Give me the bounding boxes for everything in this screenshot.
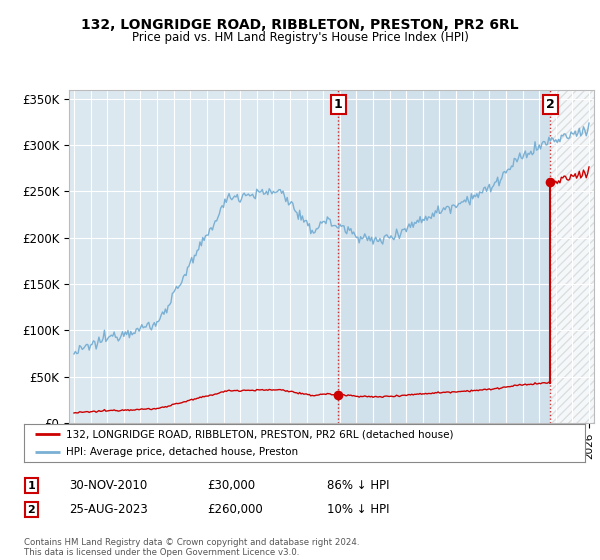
Text: 25-AUG-2023: 25-AUG-2023 xyxy=(69,503,148,516)
Text: HPI: Average price, detached house, Preston: HPI: Average price, detached house, Pres… xyxy=(66,447,298,457)
Text: £260,000: £260,000 xyxy=(207,503,263,516)
Text: 1: 1 xyxy=(334,98,343,111)
Text: 132, LONGRIDGE ROAD, RIBBLETON, PRESTON, PR2 6RL: 132, LONGRIDGE ROAD, RIBBLETON, PRESTON,… xyxy=(81,18,519,32)
Text: 10% ↓ HPI: 10% ↓ HPI xyxy=(327,503,389,516)
Text: 132, LONGRIDGE ROAD, RIBBLETON, PRESTON, PR2 6RL (detached house): 132, LONGRIDGE ROAD, RIBBLETON, PRESTON,… xyxy=(66,429,454,439)
Text: Price paid vs. HM Land Registry's House Price Index (HPI): Price paid vs. HM Land Registry's House … xyxy=(131,31,469,44)
Text: 2: 2 xyxy=(546,98,554,111)
Text: £30,000: £30,000 xyxy=(207,479,255,492)
Text: 86% ↓ HPI: 86% ↓ HPI xyxy=(327,479,389,492)
Text: 1: 1 xyxy=(28,480,35,491)
Text: 30-NOV-2010: 30-NOV-2010 xyxy=(69,479,147,492)
Text: Contains HM Land Registry data © Crown copyright and database right 2024.
This d: Contains HM Land Registry data © Crown c… xyxy=(24,538,359,557)
Text: 2: 2 xyxy=(28,505,35,515)
